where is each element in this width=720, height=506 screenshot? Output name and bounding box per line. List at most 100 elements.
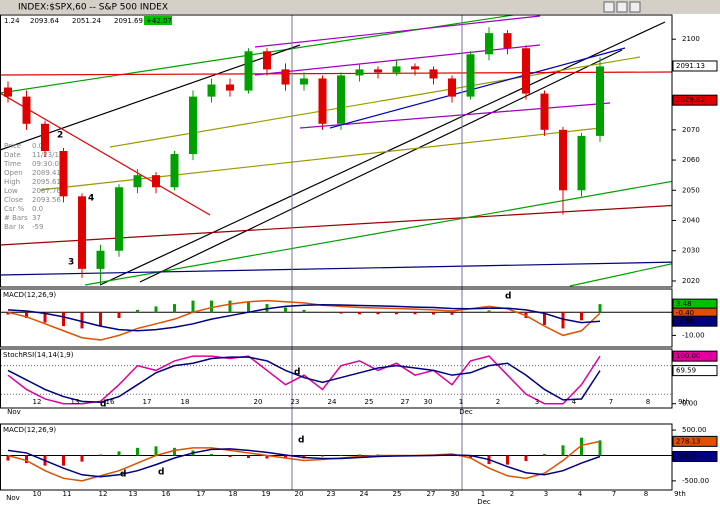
histogram-bar xyxy=(450,312,454,315)
candle-body xyxy=(429,69,438,79)
x-tick-label: 2 xyxy=(496,398,500,406)
histogram-bar xyxy=(561,312,565,329)
x-tick-label: Dec xyxy=(477,498,491,506)
histogram-bar xyxy=(117,312,121,318)
histogram-bar xyxy=(284,455,287,459)
info-key: Date xyxy=(4,151,21,159)
price-tag-label: 2079.82 xyxy=(676,96,705,104)
histogram-bar xyxy=(25,312,28,318)
info-value: 0.00 xyxy=(32,142,48,150)
histogram-bar xyxy=(191,300,195,313)
candle-body xyxy=(41,123,49,151)
trendline xyxy=(39,127,601,191)
x-tick-label: 18 xyxy=(229,490,238,498)
quote-value: 2093.64 xyxy=(30,17,59,25)
last-value-tag xyxy=(672,365,718,377)
info-box: Price 0.00 Date 11/23/15 Time 09:30:00 Open 208… xyxy=(3,142,63,231)
candle-body xyxy=(522,48,530,94)
x-tick-label: 11 xyxy=(63,490,72,498)
y-tick-label: 2050 xyxy=(682,186,700,194)
candle-body xyxy=(596,66,604,136)
x-tick-label: 8 xyxy=(646,398,650,406)
quote-value: 2091.69 xyxy=(114,17,143,25)
candle-body xyxy=(244,51,253,91)
x-tick-label: 12 xyxy=(33,398,42,406)
x-tick-label: 25 xyxy=(393,490,402,498)
panel-title: StochRSI(14,14(1,9) xyxy=(3,351,74,359)
panel-border xyxy=(0,14,673,288)
candle-body xyxy=(318,78,327,124)
candle-body xyxy=(503,33,512,49)
x-tick-label: 24 xyxy=(360,490,369,498)
info-key: Open xyxy=(4,169,23,177)
candle-body xyxy=(281,69,290,85)
x-tick-label: 4 xyxy=(572,398,577,406)
histogram-bar xyxy=(413,312,417,315)
last-value-label: 100.00 xyxy=(676,352,701,360)
change-box xyxy=(144,16,172,25)
y-tick-label: -500.00 xyxy=(682,477,709,485)
minimize-button[interactable] xyxy=(603,1,615,13)
y-tick-label: 2100 xyxy=(682,35,700,43)
quote-value: 2051.24 xyxy=(72,17,101,25)
annotation: 2 xyxy=(57,131,63,141)
candle-body xyxy=(59,151,68,197)
histogram-bar xyxy=(543,312,546,325)
x-tick-label: 27 xyxy=(401,398,410,406)
histogram-bar xyxy=(358,454,361,456)
y-tick-label: 2070 xyxy=(682,126,700,134)
candle-body xyxy=(4,87,12,97)
trendline xyxy=(254,15,541,48)
trendline xyxy=(0,92,211,216)
last-value-label: -3.88 xyxy=(676,317,694,325)
candle-body xyxy=(540,93,549,130)
candle-body xyxy=(485,33,493,55)
x-tick-label: 23 xyxy=(291,398,300,406)
panel-title: MACD(12,26,9) xyxy=(3,426,56,434)
histogram-bar xyxy=(487,310,491,313)
y-tick-label: 0.00 xyxy=(682,400,698,408)
y-tick-label: 500.00 xyxy=(682,426,707,434)
info-key: Time xyxy=(3,160,21,168)
candle-body xyxy=(96,250,105,269)
candle-body xyxy=(152,175,160,188)
candle-body xyxy=(577,135,586,191)
quote-value: 1.24 xyxy=(4,17,20,25)
histogram-bar xyxy=(247,301,250,313)
info-key: Close xyxy=(4,196,23,204)
panel-borders xyxy=(0,14,673,491)
histogram-bar xyxy=(284,307,287,313)
candle-body xyxy=(115,187,123,251)
x-tick-label: 16 xyxy=(162,490,171,498)
x-tick-label: 9th xyxy=(678,398,690,406)
histogram-bar xyxy=(43,312,47,323)
info-key: Price xyxy=(4,142,21,150)
candle-body xyxy=(448,78,456,97)
panel-title: MACD(12,26,9) xyxy=(3,291,56,299)
candle-body xyxy=(355,69,364,76)
histogram-bar xyxy=(154,446,158,456)
x-tick-label: 8 xyxy=(644,490,648,498)
candle-body xyxy=(22,96,31,124)
histogram-bar xyxy=(80,455,84,462)
info-key: High xyxy=(4,178,20,186)
close-button[interactable] xyxy=(629,1,641,13)
info-value: -59 xyxy=(32,223,43,231)
x-tick-label: 9th xyxy=(674,490,686,498)
info-key: # Bars xyxy=(4,214,28,222)
histogram-bar xyxy=(80,312,84,329)
annotation: d xyxy=(158,468,164,478)
x-tick-label: 20 xyxy=(254,398,263,406)
histogram-bar xyxy=(25,455,28,464)
maximize-button[interactable] xyxy=(616,1,628,13)
x-tick-label: 1 xyxy=(481,490,485,498)
annotation: 4 xyxy=(88,194,94,204)
candle-body xyxy=(263,51,271,70)
x-tick-label: 7 xyxy=(612,490,616,498)
histogram-bar xyxy=(395,312,398,315)
histogram-bar xyxy=(154,306,158,313)
annotation: d xyxy=(294,368,300,378)
line-series xyxy=(7,440,601,482)
line-series xyxy=(7,356,601,404)
last-value-tag xyxy=(672,350,718,362)
